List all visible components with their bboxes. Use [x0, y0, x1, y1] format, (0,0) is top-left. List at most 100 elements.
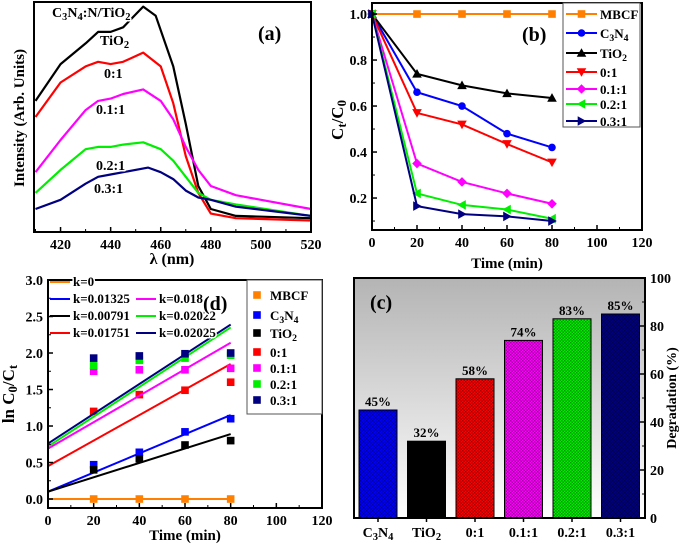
- data-point: [412, 109, 422, 118]
- fit-legend-label: k=0.02025: [159, 325, 216, 340]
- data-point: [89, 354, 98, 362]
- curve-label: 0.3:1: [94, 182, 123, 197]
- y-tick-label: 0.4: [350, 146, 368, 161]
- data-point: [547, 93, 557, 102]
- bar-data-label: 58%: [462, 363, 488, 378]
- y-axis-label: Degradation (%): [665, 347, 680, 449]
- panel-label: (b): [522, 24, 546, 46]
- legend-marker: [577, 10, 586, 18]
- legend-label: 0.1:1: [600, 82, 627, 97]
- data-point: [89, 466, 98, 474]
- curve-label: 0:1: [104, 67, 123, 82]
- data-point: [548, 143, 556, 152]
- panel-label: (a): [258, 23, 281, 45]
- legend-marker: [253, 396, 261, 404]
- x-tick-label: 120: [632, 236, 653, 251]
- x-tick-label: 120: [312, 514, 333, 529]
- bar-0.3:1: [601, 313, 640, 519]
- x-tick-label: 420: [50, 238, 71, 253]
- bar-data-label: 74%: [511, 324, 537, 339]
- y-tick-label: 0.0: [26, 493, 44, 508]
- y-tick-label: 2.5: [26, 311, 44, 326]
- data-point: [181, 365, 189, 374]
- x-tick-label: 80: [224, 514, 238, 529]
- data-point: [548, 10, 556, 18]
- data-point: [548, 216, 557, 226]
- data-point: [226, 414, 235, 423]
- legend-marker: [577, 116, 587, 126]
- legend-label: 0:1: [270, 345, 287, 360]
- x-axis-label: λ (nm): [150, 251, 195, 268]
- data-point: [502, 88, 512, 98]
- x-tick-label: 440: [100, 238, 121, 253]
- spectrum-line-C3N4:N/TiO2: [34, 5, 312, 220]
- data-point: [181, 441, 189, 449]
- x-tick-label: 0: [45, 514, 52, 529]
- y-tick-label: 3.0: [26, 274, 44, 289]
- y-tick-label: 100: [650, 272, 671, 287]
- y-axis-label: ln C0/Ct: [0, 364, 20, 423]
- fit-legend-label: k=0.00791: [73, 308, 130, 323]
- fit-legend-label: k=0.018: [159, 291, 203, 306]
- bar-0:1: [455, 378, 495, 519]
- panel-d: [47, 323, 235, 503]
- legend-box: [246, 279, 323, 415]
- data-point: [413, 201, 422, 211]
- legend-marker: [253, 380, 261, 388]
- x-tick-label: 60: [178, 514, 192, 529]
- legend-marker: [253, 329, 261, 337]
- legend-marker: [253, 311, 261, 319]
- legend-marker: [577, 29, 586, 37]
- y-tick-label: 20: [650, 464, 664, 479]
- data-point: [89, 367, 98, 376]
- data-point: [412, 188, 421, 199]
- x-tick-label: 80: [545, 236, 559, 251]
- data-point: [226, 495, 235, 503]
- y-tick-label: 0.6: [350, 100, 368, 115]
- data-point: [181, 354, 189, 362]
- x-tick-label: 100: [587, 236, 608, 251]
- bar-data-label: 85%: [608, 298, 634, 313]
- data-point: [226, 378, 235, 387]
- bar-data-label: 32%: [414, 425, 440, 440]
- legend-label: 0.2:1: [600, 97, 627, 112]
- data-point: [89, 407, 98, 416]
- bar-TiO2: [407, 440, 446, 519]
- legend-label: 0.3:1: [600, 114, 627, 129]
- data-point: [89, 460, 98, 469]
- x-tick-label: 0: [369, 236, 376, 251]
- data-point: [89, 495, 98, 503]
- x-tick-label: 40: [132, 514, 146, 529]
- y-tick-label: 1.0: [350, 8, 368, 23]
- spectrum-line-0.1:1: [34, 88, 312, 211]
- legend-label: TiO2: [270, 326, 297, 344]
- fit-line-0.2:1: [47, 326, 232, 448]
- data-point: [181, 495, 189, 503]
- data-point: [457, 177, 467, 187]
- y-tick-label: 2.0: [26, 347, 44, 362]
- bar-C3N4: [358, 409, 398, 519]
- legend-box: [562, 2, 641, 128]
- y-axis-label: Ct/C0: [328, 100, 349, 140]
- data-point: [457, 80, 467, 90]
- bar-data-label: 83%: [559, 303, 585, 318]
- data-point: [412, 69, 422, 78]
- legend-label: TiO2: [600, 46, 627, 64]
- curve-label: 0.1:1: [96, 103, 125, 118]
- x-tick-label: 480: [200, 238, 221, 253]
- spectrum-line-0:1: [34, 51, 312, 222]
- x-tick-label: 40: [455, 236, 469, 251]
- data-point: [89, 361, 98, 370]
- legend-marker: [253, 291, 261, 299]
- legend-marker: [253, 348, 261, 356]
- data-point: [181, 428, 189, 436]
- fit-line-TiO2: [47, 433, 231, 493]
- y-tick-label: 1.0: [26, 420, 44, 435]
- bar-data-label: 45%: [365, 394, 391, 409]
- legend-marker: [576, 84, 587, 94]
- data-point: [181, 386, 189, 395]
- legend-label: MBCF: [600, 7, 638, 22]
- panel-label: (d): [203, 293, 227, 315]
